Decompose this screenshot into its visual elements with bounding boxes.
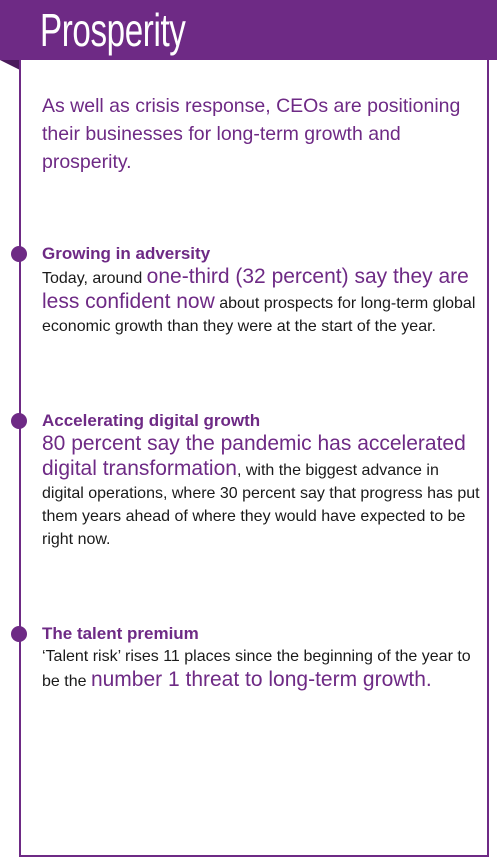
intro-text: As well as crisis response, CEOs are pos…	[42, 95, 461, 173]
header-bar: Prosperity	[0, 0, 497, 60]
section-talent-premium: The talent premium ‘Talent risk’ rises 1…	[42, 623, 482, 693]
bullet-dot-icon	[11, 413, 27, 429]
section-body: Today, around one-third (32 percent) say…	[42, 265, 482, 338]
body-text: , with the biggest advance in digital op…	[42, 462, 480, 548]
body-text: ‘Talent risk’ rises 11 places since the …	[42, 648, 471, 690]
bullet-dot-icon	[11, 246, 27, 262]
highlight-text: number 1 threat to long-term growth.	[90, 668, 432, 691]
page-title: Prosperity	[40, 4, 186, 56]
section-title: Accelerating digital growth	[42, 411, 261, 430]
content-frame	[19, 60, 489, 857]
body-text: about prospects for long-term global eco…	[42, 295, 476, 335]
section-growing-in-adversity: Growing in adversity Today, around one-t…	[42, 243, 482, 338]
header-fold	[0, 60, 20, 70]
section-body: ‘Talent risk’ rises 11 places since the …	[42, 645, 482, 693]
body-text: Today, around	[42, 270, 147, 287]
section-accelerating-digital-growth: Accelerating digital growth 80 percent s…	[42, 410, 482, 551]
bullet-dot-icon	[11, 626, 27, 642]
highlight-text: 80 percent say the pandemic has accelera…	[42, 432, 466, 480]
section-body: 80 percent say the pandemic has accelera…	[42, 432, 482, 551]
section-title: Growing in adversity	[42, 244, 211, 263]
highlight-text: one-third (32 percent) say they are less…	[42, 265, 469, 313]
section-title: The talent premium	[42, 624, 199, 643]
